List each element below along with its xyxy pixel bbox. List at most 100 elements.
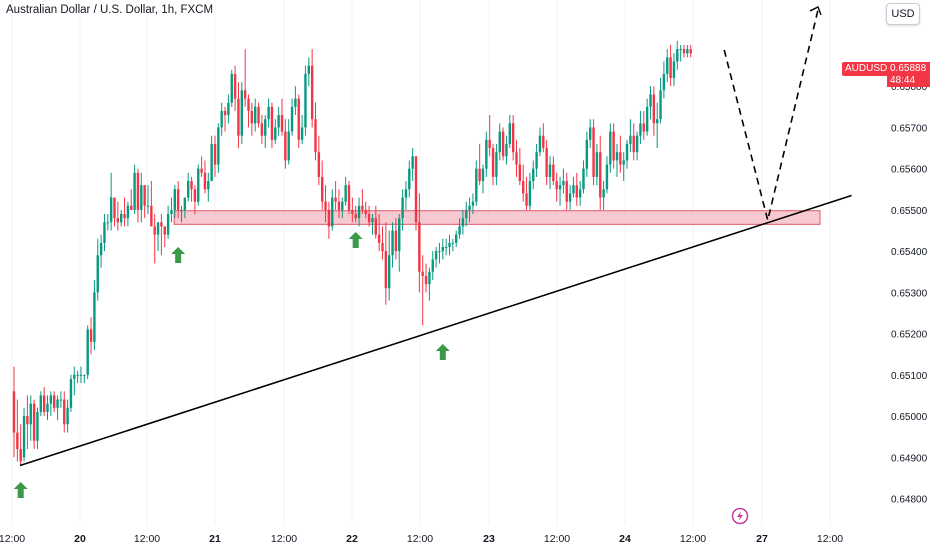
candle-body — [475, 168, 478, 202]
time-tick-label: 12:00 — [271, 533, 297, 545]
candle-body — [408, 168, 411, 190]
candle-body — [595, 152, 599, 177]
candle-body — [488, 139, 491, 149]
candle-body — [676, 49, 679, 62]
up-arrow-icon — [348, 232, 363, 248]
candle-body — [455, 234, 458, 243]
candle-body — [227, 102, 230, 116]
candle-body — [247, 98, 250, 111]
candle-body — [552, 164, 555, 182]
candle-body — [582, 168, 585, 190]
candle-body — [371, 218, 374, 223]
candle-body — [388, 255, 391, 289]
candle-body — [294, 98, 297, 107]
logo-ring — [731, 507, 749, 525]
support-zone — [173, 210, 821, 225]
candle-body — [314, 119, 317, 153]
candle-body — [307, 65, 310, 74]
price-axis[interactable]: 0.64800 0.64900 0.65000 0.65100 0.65200 0.653… — [891, 82, 928, 505]
candle-body — [535, 152, 538, 169]
candle-body — [341, 201, 344, 210]
candle-body — [448, 242, 451, 248]
projection-arrowhead — [809, 5, 822, 16]
candle-body — [257, 106, 260, 124]
candle-body — [461, 218, 465, 227]
candle-body — [645, 106, 649, 132]
candle-body — [331, 197, 334, 227]
candle-body — [545, 148, 548, 177]
trendline[interactable] — [19, 194, 852, 467]
candle-body — [518, 164, 522, 182]
candle-body — [217, 127, 220, 165]
time-tick-label: 23 — [483, 533, 495, 545]
candle-body — [264, 119, 267, 136]
candle-body — [297, 98, 300, 140]
arrow-markers — [13, 232, 450, 498]
price-tag: AUDUSD 0.65888 48:44 — [842, 60, 932, 87]
candle-body — [589, 127, 592, 140]
candle-body — [679, 49, 682, 51]
candle-body — [176, 189, 180, 210]
candle-body — [22, 416, 26, 458]
candle-body — [424, 275, 428, 285]
price-tick-label: 0.65000 — [891, 412, 928, 423]
candle-body — [364, 209, 367, 215]
up-arrow-icon — [13, 482, 28, 498]
candle-body — [478, 168, 481, 182]
candle-body — [337, 201, 341, 210]
price-tick-label: 0.65700 — [891, 123, 928, 134]
candle-body — [629, 135, 632, 144]
candle-body — [465, 209, 468, 219]
up-arrow-icon — [171, 247, 186, 263]
candle-body — [354, 214, 357, 219]
candle-body — [230, 73, 233, 103]
candle-body — [156, 222, 160, 235]
candle-body — [150, 205, 153, 227]
price-tag-symbol: AUDUSD — [842, 62, 891, 76]
candle-body — [578, 189, 582, 198]
candle-body — [106, 222, 109, 224]
candle-body — [49, 395, 53, 404]
candle-body — [562, 181, 565, 186]
candle-body — [93, 292, 96, 342]
candle-body — [528, 181, 532, 206]
candle-body — [327, 209, 331, 227]
price-tick-label: 0.65400 — [891, 247, 928, 258]
price-tick-label: 0.64800 — [891, 495, 928, 506]
candle-body — [585, 139, 589, 169]
candle-body — [357, 205, 361, 219]
price-tick-label: 0.64900 — [891, 453, 928, 464]
zone-rect[interactable] — [173, 210, 821, 225]
candle-body — [32, 403, 36, 441]
trendline-line[interactable] — [19, 194, 852, 467]
candle-body — [411, 156, 414, 169]
candle-body — [130, 205, 133, 210]
candle-body — [16, 432, 19, 450]
candle-body — [672, 61, 676, 78]
candle-body — [394, 230, 398, 252]
projection-line[interactable] — [723, 9, 819, 221]
candle-body — [207, 181, 210, 190]
candle-body — [213, 143, 217, 165]
candle-body — [367, 214, 371, 223]
candle-body — [522, 181, 525, 194]
candle-body — [287, 131, 290, 161]
candle-body — [260, 123, 264, 136]
candle-body — [351, 209, 354, 215]
candle-body — [12, 391, 16, 433]
price-tick-label: 0.65600 — [891, 165, 928, 176]
price-tag-value: 0.65888 — [887, 62, 930, 76]
candle-body — [609, 131, 612, 165]
currency-button[interactable]: USD — [886, 3, 920, 25]
candle-body — [160, 222, 163, 227]
candle-body — [414, 156, 418, 223]
candle-body — [689, 49, 692, 54]
time-tick-label: 22 — [346, 533, 358, 545]
candle-body — [558, 185, 562, 190]
candle-body — [69, 378, 73, 408]
time-tick-label: 12:00 — [680, 533, 706, 545]
time-tick-label: 12:00 — [407, 533, 433, 545]
time-axis[interactable]: 12:00 20 12:00 21 12:00 22 12:00 23 12:00 24 12:00… — [0, 533, 843, 545]
projection-path[interactable] — [723, 5, 822, 221]
